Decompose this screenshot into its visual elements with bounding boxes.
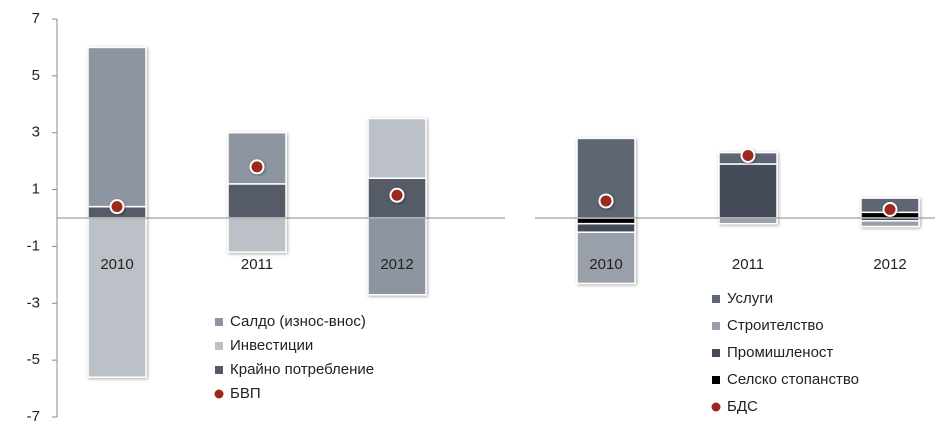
- bar: [718, 217, 778, 225]
- legend-swatch: [214, 389, 224, 399]
- y-tick-label: 1: [32, 181, 40, 198]
- legend-swatch: [215, 318, 223, 326]
- legend-label: БВП: [230, 385, 261, 402]
- x-tick-label: 2011: [732, 256, 764, 273]
- legend-label: Салдо (износ-внос): [230, 313, 366, 330]
- legend-swatch: [712, 376, 720, 384]
- x-tick-label: 2010: [100, 256, 133, 273]
- legend-label: Строителство: [727, 317, 824, 334]
- legend-swatch: [215, 366, 223, 374]
- y-tick-label: -5: [27, 351, 40, 368]
- bar: [227, 131, 287, 185]
- x-tick-label: 2012: [873, 256, 906, 273]
- legend-label: Услуги: [727, 290, 773, 307]
- bar: [367, 217, 427, 296]
- bar: [576, 217, 636, 225]
- point: [882, 201, 898, 217]
- point: [740, 147, 756, 163]
- bar: [718, 163, 778, 219]
- legend-swatch: [712, 322, 720, 330]
- legend-label: Инвестиции: [230, 337, 313, 354]
- legend-label: Промишленост: [727, 344, 833, 361]
- y-tick-label: -7: [27, 408, 40, 421]
- bar: [87, 46, 147, 208]
- bar: [367, 117, 427, 179]
- legend-swatch: [712, 349, 720, 357]
- y-tick-label: 7: [32, 10, 40, 27]
- x-tick-label: 2011: [241, 256, 273, 273]
- x-tick-label: 2010: [589, 256, 622, 273]
- point: [598, 193, 614, 209]
- bar: [576, 222, 636, 233]
- bar: [227, 183, 287, 219]
- y-tick-label: 5: [32, 67, 40, 84]
- bar: [576, 231, 636, 285]
- legend-label: Селско стопанство: [727, 371, 859, 388]
- bar: [227, 217, 287, 253]
- y-tick-label: -3: [27, 294, 40, 311]
- point: [389, 187, 405, 203]
- bar: [87, 217, 147, 378]
- x-tick-label: 2012: [380, 256, 413, 273]
- bar-stack: [87, 46, 147, 378]
- legend-swatch: [215, 342, 223, 350]
- bar-stack: [367, 117, 427, 296]
- legend-swatch: [711, 402, 721, 412]
- y-tick-label: 3: [32, 124, 40, 141]
- legend-label: Крайно потребление: [230, 361, 374, 378]
- bar: [860, 220, 920, 228]
- bar-stack: [227, 131, 287, 253]
- point: [109, 199, 125, 215]
- point: [249, 159, 265, 175]
- legend-label: БДС: [727, 398, 758, 415]
- y-tick-label: -1: [27, 237, 40, 254]
- bar-stack: [718, 151, 778, 225]
- legend-swatch: [712, 295, 720, 303]
